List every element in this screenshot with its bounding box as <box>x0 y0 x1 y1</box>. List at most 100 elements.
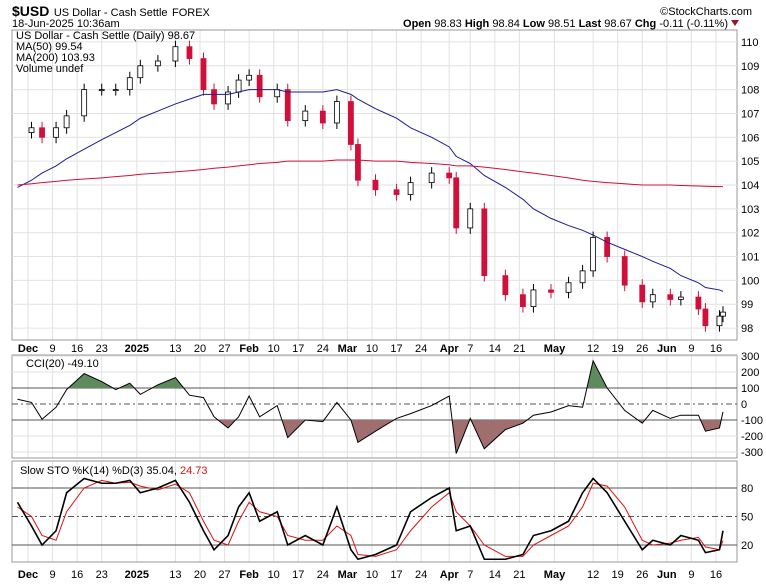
candle-body <box>200 58 207 91</box>
candle-body <box>63 115 70 129</box>
date-tick-label: 17 <box>390 343 402 355</box>
date-tick-label: 14 <box>489 343 501 355</box>
candle-body <box>695 296 702 310</box>
candle-body <box>348 101 354 145</box>
candle-body <box>112 89 119 92</box>
date-tick-label: 7 <box>467 569 473 581</box>
candle-body <box>565 282 572 293</box>
candle-body <box>186 46 193 60</box>
candle-body <box>677 296 684 300</box>
price-legend: US Dollar - Cash Settle (Daily) 98.67 <box>16 30 195 42</box>
sto-tick-label: 80 <box>741 483 753 495</box>
brand-logo: ©StockCharts.com <box>660 6 752 18</box>
cci-line <box>17 359 724 454</box>
sto-tick-label: 20 <box>741 540 753 552</box>
cci-overbought-fill <box>17 360 723 388</box>
header-title: $USD US Dollar - Cash Settle FOREX <box>12 3 211 20</box>
candle-body <box>81 89 88 117</box>
date-tick-label: 26 <box>636 343 648 355</box>
date-tick-label: 2025 <box>125 343 149 355</box>
date-tick-label: 13 <box>169 343 181 355</box>
price-tick-label: 107 <box>741 108 759 120</box>
candle-body <box>481 208 488 277</box>
cci-tick-label: 100 <box>741 383 759 395</box>
date-tick-label: May <box>544 569 566 581</box>
candle-body <box>548 289 554 293</box>
date-tick-label: Feb <box>239 343 259 355</box>
candle-body <box>372 179 379 191</box>
date-tick-label: 16 <box>710 343 722 355</box>
candle-body <box>126 77 133 91</box>
candle-body <box>225 91 231 105</box>
exchange: FOREX <box>172 7 211 19</box>
price-tick-label: 102 <box>741 228 759 240</box>
candle-body <box>172 46 179 62</box>
price-tick-label: 109 <box>741 61 759 73</box>
candle-body <box>467 208 474 229</box>
candle-body <box>319 110 326 124</box>
date-tick-label: 17 <box>390 569 402 581</box>
date-tick-label: Mar <box>338 569 358 581</box>
candle-body <box>453 177 460 229</box>
date-tick-label: Feb <box>239 569 259 581</box>
candle-body <box>28 127 35 133</box>
candle-body <box>284 89 291 122</box>
candle-body <box>53 127 59 138</box>
ma200-line <box>17 159 723 188</box>
date-tick-label: Dec <box>18 343 38 355</box>
sto-tick-label: 50 <box>741 512 753 524</box>
symbol: $USD <box>12 3 49 19</box>
candle-body <box>39 127 45 138</box>
date-tick-label: 9 <box>50 569 56 581</box>
date-tick-label: 19 <box>612 569 624 581</box>
candle-body <box>530 289 537 308</box>
candle-body <box>393 189 400 195</box>
date-tick-label: 17 <box>292 569 304 581</box>
date-tick-label: Jun <box>657 569 677 581</box>
date-tick-label: 27 <box>218 569 230 581</box>
sto-legend: Slow STO %K(14) %D(3) 35.04, 24.73 <box>20 465 208 477</box>
date-tick-label: 21 <box>513 343 525 355</box>
candle-body <box>621 256 628 286</box>
cci-tick-label: 0 <box>741 399 747 411</box>
cci-oversold-fill <box>17 420 723 454</box>
candle-body <box>211 89 217 105</box>
candle-body <box>98 89 105 92</box>
date-tick-label: 12 <box>587 569 599 581</box>
date-tick-label: 9 <box>50 343 56 355</box>
cci-tick-label: -200 <box>741 431 763 443</box>
date-tick-label: Apr <box>440 343 460 355</box>
candle-body <box>302 110 309 122</box>
date-tick-label: 23 <box>96 343 108 355</box>
date-tick-label: 2025 <box>125 569 149 581</box>
candle-body <box>154 60 161 67</box>
date-tick-label: 24 <box>415 343 427 355</box>
date-tick-label: 16 <box>71 569 83 581</box>
price-tick-label: 101 <box>741 252 759 264</box>
date-tick-label: Apr <box>440 569 460 581</box>
price-tick-label: 103 <box>741 204 759 216</box>
date-tick-label: 19 <box>612 343 624 355</box>
candle-body <box>446 172 453 179</box>
price-tick-label: 99 <box>741 299 753 311</box>
candle-body <box>355 144 361 181</box>
candle-body <box>590 237 597 272</box>
candle-body <box>137 65 144 79</box>
date-tick-label: 20 <box>194 569 206 581</box>
date-tick-label: Dec <box>18 569 38 581</box>
date-tick-label: 24 <box>415 569 427 581</box>
candle-body <box>639 284 646 303</box>
cci-tick-label: 300 <box>741 351 759 363</box>
date-tick-label: 27 <box>218 343 230 355</box>
date-tick-label: 10 <box>366 569 378 581</box>
price-tick-label: 108 <box>741 85 759 97</box>
cci-panel <box>11 354 738 459</box>
date-tick-label: 16 <box>71 343 83 355</box>
ma200-legend: MA(200) 103.93 <box>16 52 95 64</box>
date-tick-label: 9 <box>688 343 694 355</box>
date-tick-label: May <box>544 343 566 355</box>
date-tick-label: 14 <box>489 569 501 581</box>
date-tick-label: Mar <box>338 343 358 355</box>
date-tick-label: 7 <box>467 343 473 355</box>
cci-tick-label: -300 <box>741 447 763 459</box>
